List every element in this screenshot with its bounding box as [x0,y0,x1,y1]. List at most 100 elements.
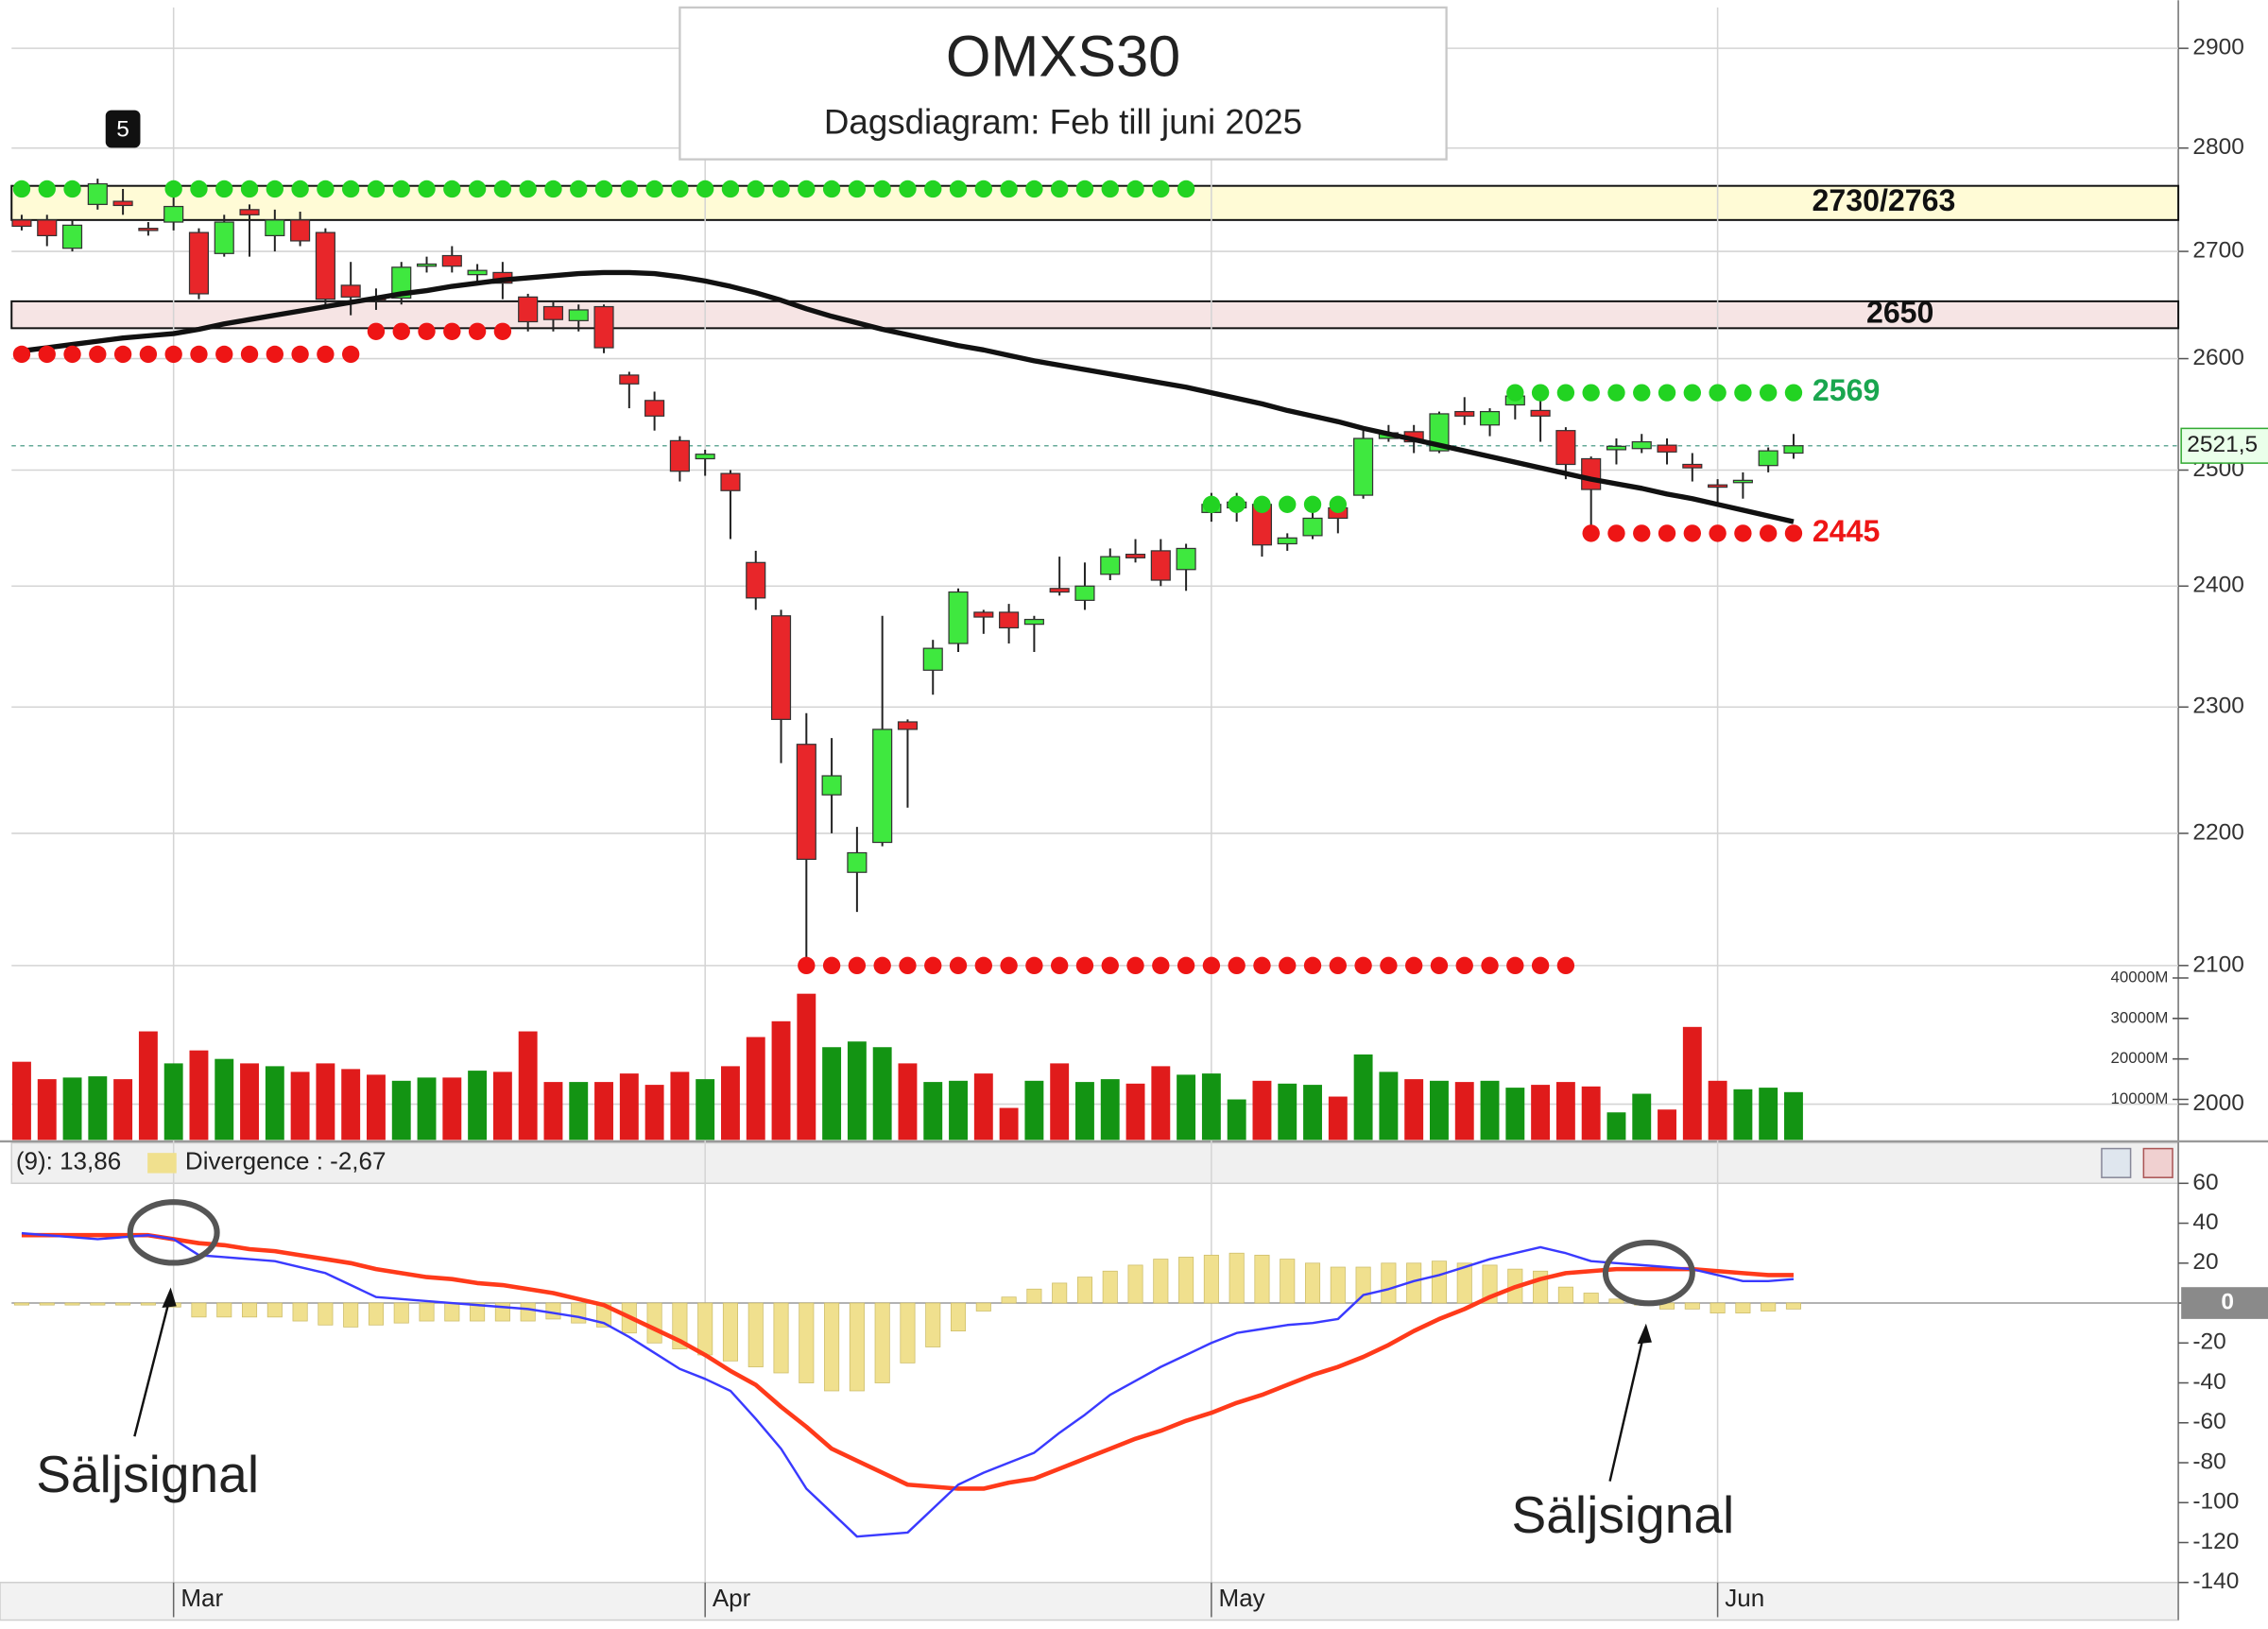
annotation-arrow [133,1294,172,1437]
volume-bar [62,1077,82,1140]
histogram-bar [722,1302,738,1362]
level-dot [1658,384,1676,402]
level-dot [139,345,158,364]
level-dot [1177,956,1195,975]
volume-bar [822,1047,842,1140]
signal-circle [127,1199,220,1266]
level-dot [443,322,461,340]
candle-body [1353,437,1374,496]
level-label: 2445 [1813,514,1880,548]
volume-bar [1278,1083,1297,1140]
level-dot [418,322,436,340]
histogram-bar [1557,1286,1573,1304]
volume-bar [189,1050,209,1140]
histogram-bar [368,1302,384,1326]
level-dot [1025,956,1043,975]
candle-body [821,775,842,796]
histogram-bar [1052,1282,1068,1304]
candle-body [1657,444,1677,453]
volume-bar [1606,1112,1626,1140]
level-dot [798,956,816,975]
histogram-bar [1684,1302,1700,1310]
level-dot [317,180,335,198]
histogram-bar [241,1302,258,1318]
candle-body [973,611,994,618]
volume-bar [847,1041,867,1140]
x-tick-label: Apr [713,1584,751,1612]
level-dot [392,180,410,198]
level-dot [1658,524,1676,542]
volume-bar [1632,1093,1652,1140]
candle-body [391,266,412,300]
candle-body [568,309,589,321]
candle-body [1758,450,1778,467]
level-dot [1101,180,1119,198]
level-dot [1683,384,1701,402]
volume-bar [1555,1082,1575,1140]
level-dot [12,180,31,198]
volume-bar [163,1063,183,1140]
histogram-bar [545,1302,561,1320]
level-dot [772,180,790,198]
marker-label: 5 [116,116,129,142]
y-tick-label: 2400 [2192,573,2243,598]
overlay-layer: OMXS30 Dagsdiagram: Feb till juni 2025 5… [36,6,1734,1544]
candle-body [669,439,690,472]
level-dot [63,345,81,364]
divergence-label: Divergence : -2,67 [185,1147,387,1175]
y-tick-label: -120 [2192,1529,2239,1554]
level-dot [1633,524,1651,542]
candle-body [695,454,715,460]
moving-average [21,269,1795,524]
candle-body [593,305,614,349]
volume-bar [771,1020,791,1140]
candle-body [1581,457,1602,490]
last-price-label: 2521,5 [2187,432,2258,457]
histogram-bar [1102,1270,1118,1304]
close-icon [2142,1147,2174,1178]
level-dot [1582,384,1600,402]
level-dot [341,180,360,198]
histogram-bar [1456,1262,1472,1304]
level-dot [924,180,942,198]
volume-bar [1505,1088,1525,1140]
volume-bar [215,1058,234,1140]
candle-body [1555,430,1576,466]
histogram-bar [950,1302,967,1331]
volume-bar [670,1072,690,1140]
level-dot [1784,384,1803,402]
candle-body [214,221,234,254]
histogram-bar [191,1302,207,1318]
level-dot [1404,956,1423,975]
title-box [679,6,1448,161]
level-dot [1709,524,1727,542]
y-tick-label: 2800 [2192,134,2243,160]
level-dot [1759,524,1778,542]
y-tick-label: 40 [2192,1209,2218,1235]
x-tick-label: Jun [1725,1584,1764,1612]
level-dot [1683,524,1701,542]
volume-bar [1658,1109,1676,1140]
volume-bar [265,1066,284,1140]
level-dot [974,956,992,975]
histogram-bar [64,1302,80,1306]
zero-tag [2181,1287,2268,1319]
marker-box [105,110,141,148]
candle-body [644,400,665,417]
candle-body [1479,410,1501,426]
candle-body [922,647,943,671]
y-tick-label: 20 [2192,1249,2218,1275]
macd-header: (9): 13,86 [16,1147,121,1175]
level-dot [12,345,31,364]
level-dot [266,345,284,364]
histogram-bar [470,1302,486,1322]
level-dot [1430,956,1449,975]
level-label: 2569 [1813,373,1880,407]
volume-bar [1454,1082,1474,1140]
level-dot [1152,956,1170,975]
histogram-bar [824,1302,840,1392]
candle-body [265,219,285,237]
level-dot [1303,956,1322,975]
volume-tick-label: 10000M [2111,1089,2169,1107]
histogram-bar [520,1302,536,1322]
